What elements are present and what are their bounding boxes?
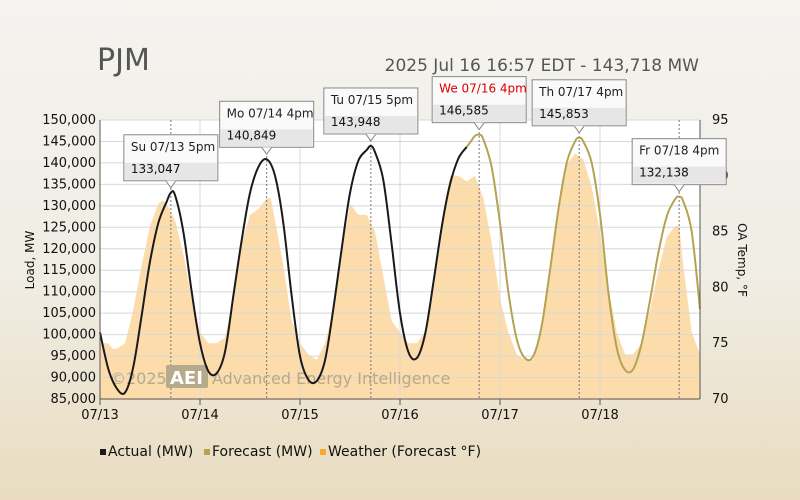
y-tick-label: 150,000	[42, 113, 96, 128]
actual-load-line	[99, 144, 468, 395]
callout-pointer	[473, 122, 485, 131]
watermark-logo-box	[166, 365, 208, 388]
peak-callout: Mo 07/14 4pm 140,849	[219, 100, 315, 156]
y-tick-label: 125,000	[42, 220, 96, 235]
y2-tick-label: 70	[712, 392, 729, 407]
y2-tick-label: 80	[712, 280, 729, 295]
status-text: 2025 Jul 16 16:57 EDT - 143,718 MW	[385, 56, 700, 76]
callout-value-bg	[433, 104, 526, 122]
y-tick-label: 120,000	[42, 242, 96, 257]
y-tick-label: 135,000	[42, 177, 96, 192]
callout-value: 143,948	[331, 115, 381, 129]
callout-label: We 07/16 4pm	[439, 82, 527, 96]
peak-callout: Th 07/17 4pm 145,853	[531, 79, 627, 134]
peak-callout: Fr 07/18 4pm 132,138	[631, 138, 727, 193]
callout-value-bg	[533, 107, 626, 125]
legend-swatch	[320, 449, 326, 455]
peak-callout: Su 07/13 5pm 133,047	[123, 134, 219, 189]
callout-label: Su 07/13 5pm	[131, 140, 215, 154]
watermark-logo: AEI	[170, 368, 203, 389]
peak-callout: We 07/16 4pm 146,585	[431, 76, 527, 131]
y-tick-label: 90,000	[51, 371, 97, 386]
x-tick-label: 07/14	[181, 408, 218, 423]
callout-value: 146,585	[439, 104, 489, 118]
y2-tick-label: 95	[712, 113, 729, 128]
watermark-text: Advanced Energy Intelligence	[212, 369, 450, 388]
y-tick-label: 100,000	[42, 328, 96, 343]
y-tick-label: 105,000	[42, 306, 96, 321]
y-tick-label: 130,000	[42, 199, 96, 214]
y-tick-label: 95,000	[51, 349, 97, 364]
callout-value: 140,849	[227, 128, 277, 142]
weather-forecast-area	[100, 153, 700, 399]
callout-value-bg	[633, 166, 726, 184]
callout-pointer	[673, 184, 685, 193]
callout-label: Mo 07/14 4pm	[227, 106, 314, 120]
y-tick-label: 140,000	[42, 156, 96, 171]
region-title: PJM	[97, 43, 150, 78]
callout-value-bg	[324, 115, 417, 133]
legend-label: Weather (Forecast °F)	[328, 444, 481, 460]
callout-label: Fr 07/18 4pm	[639, 144, 719, 158]
legend-forecast[interactable]: Forecast (MW)	[204, 444, 313, 460]
legend-actual[interactable]: Actual (MW)	[100, 444, 193, 460]
callout-value-bg	[124, 162, 217, 180]
x-tick-label: 07/18	[581, 408, 618, 423]
y-axis-title: Load, MW	[23, 231, 37, 290]
x-tick-label: 07/13	[81, 408, 118, 423]
callout-label: Tu 07/15 5pm	[330, 93, 413, 107]
peak-callouts: Su 07/13 5pm 133,047 Mo 07/14 4pm 140,849 Tu…	[123, 76, 727, 193]
watermark: ©2025 AEI Advanced Energy Intelligence	[110, 365, 450, 389]
callout-pointer	[365, 133, 377, 142]
legend-weather[interactable]: Weather (Forecast °F)	[320, 444, 481, 460]
legend-swatch	[204, 449, 210, 455]
y2-tick-label: 75	[712, 336, 729, 351]
x-tick-label: 07/16	[381, 408, 418, 423]
x-tick-label: 07/15	[281, 408, 318, 423]
callout-value-bg	[220, 129, 313, 147]
y-tick-label: 145,000	[42, 134, 96, 149]
callout-pointer	[165, 180, 177, 189]
series-lines	[99, 133, 701, 395]
legend-label: Forecast (MW)	[212, 444, 313, 460]
y2-tick-label: 85	[712, 225, 729, 240]
callout-label: Th 07/17 4pm	[538, 85, 623, 99]
watermark-prefix: ©2025	[110, 369, 167, 388]
callout-value: 145,853	[539, 107, 589, 121]
callout-pointer	[261, 146, 273, 156]
legend-label: Actual (MW)	[108, 444, 193, 460]
callout-pointer	[573, 125, 585, 134]
callout-value: 132,138	[639, 166, 689, 180]
y-tick-label: 85,000	[51, 392, 97, 407]
x-tick-label: 07/17	[481, 408, 518, 423]
y-tick-label: 110,000	[42, 285, 96, 300]
callout-value: 133,047	[131, 162, 181, 176]
y2-axis-title: OA Temp, °F	[735, 223, 749, 297]
legend-swatch	[100, 449, 106, 455]
legend: Actual (MW) Forecast (MW) Weather (Forecas…	[100, 444, 481, 460]
y-tick-label: 115,000	[42, 263, 96, 278]
peak-callout: Tu 07/15 5pm 143,948	[323, 87, 419, 142]
weather-area-layer	[100, 153, 700, 399]
forecast-load-line	[465, 133, 701, 374]
axes: 150,000 145,000 140,000 135,000 130,000 125,0…	[42, 113, 728, 423]
